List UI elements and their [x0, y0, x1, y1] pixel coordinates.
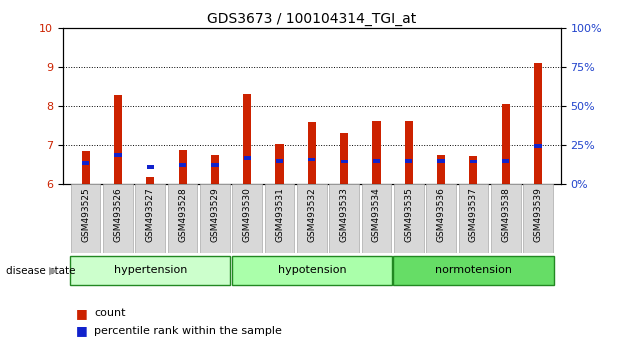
Bar [308, 158, 316, 161]
Text: hypertension: hypertension [113, 265, 187, 275]
Text: disease state: disease state [6, 266, 76, 276]
Text: GSM493528: GSM493528 [178, 188, 187, 242]
FancyBboxPatch shape [394, 184, 423, 253]
Bar [373, 159, 380, 163]
Text: GSM493525: GSM493525 [81, 188, 90, 242]
Text: GSM493527: GSM493527 [146, 188, 155, 242]
Bar [275, 144, 284, 184]
Text: hypotension: hypotension [278, 265, 346, 275]
Text: GSM493537: GSM493537 [469, 188, 478, 242]
Bar [179, 163, 186, 167]
FancyBboxPatch shape [523, 184, 553, 253]
Title: GDS3673 / 100104314_TGI_at: GDS3673 / 100104314_TGI_at [207, 12, 416, 26]
Text: GSM493534: GSM493534 [372, 188, 381, 242]
Text: GSM493535: GSM493535 [404, 188, 413, 242]
Text: ■: ■ [76, 307, 88, 320]
Bar [81, 151, 89, 184]
Text: GSM493536: GSM493536 [437, 188, 445, 242]
Bar [469, 156, 478, 184]
Bar [437, 159, 445, 163]
Bar [243, 94, 251, 184]
Text: ■: ■ [76, 325, 88, 337]
FancyBboxPatch shape [459, 184, 488, 253]
Bar [147, 165, 154, 169]
FancyBboxPatch shape [135, 184, 165, 253]
FancyBboxPatch shape [491, 184, 520, 253]
FancyBboxPatch shape [103, 184, 133, 253]
FancyBboxPatch shape [71, 184, 101, 253]
Bar [340, 133, 348, 184]
Text: GSM493526: GSM493526 [113, 188, 122, 242]
Bar [341, 160, 348, 164]
Bar [372, 121, 381, 184]
FancyBboxPatch shape [427, 184, 456, 253]
Bar [405, 159, 413, 163]
Text: GSM493533: GSM493533 [340, 188, 348, 242]
FancyBboxPatch shape [297, 184, 327, 253]
Bar [114, 153, 122, 157]
Bar [534, 63, 542, 184]
Bar [178, 150, 186, 184]
Text: GSM493532: GSM493532 [307, 188, 316, 242]
FancyBboxPatch shape [362, 184, 391, 253]
Bar [470, 160, 477, 164]
Bar [534, 144, 542, 148]
Text: GSM493529: GSM493529 [210, 188, 219, 242]
FancyBboxPatch shape [329, 184, 359, 253]
FancyBboxPatch shape [168, 184, 197, 253]
FancyBboxPatch shape [70, 256, 231, 285]
Text: ▶: ▶ [49, 266, 58, 276]
Bar [146, 177, 154, 184]
FancyBboxPatch shape [200, 184, 230, 253]
Bar [211, 163, 219, 167]
FancyBboxPatch shape [232, 256, 392, 285]
Text: normotension: normotension [435, 265, 512, 275]
Text: count: count [94, 308, 126, 318]
Text: GSM493538: GSM493538 [501, 188, 510, 242]
Bar [501, 104, 510, 184]
Bar [276, 159, 283, 163]
Text: GSM493530: GSM493530 [243, 188, 252, 242]
Text: GSM493539: GSM493539 [534, 188, 542, 242]
Bar [244, 156, 251, 160]
FancyBboxPatch shape [232, 184, 262, 253]
Bar [114, 95, 122, 184]
Text: GSM493531: GSM493531 [275, 188, 284, 242]
Bar [437, 155, 445, 184]
Text: percentile rank within the sample: percentile rank within the sample [94, 326, 282, 336]
Bar [82, 161, 89, 165]
FancyBboxPatch shape [393, 256, 554, 285]
Bar [211, 155, 219, 184]
Bar [404, 121, 413, 184]
Bar [502, 159, 510, 163]
Bar [308, 122, 316, 184]
FancyBboxPatch shape [265, 184, 294, 253]
